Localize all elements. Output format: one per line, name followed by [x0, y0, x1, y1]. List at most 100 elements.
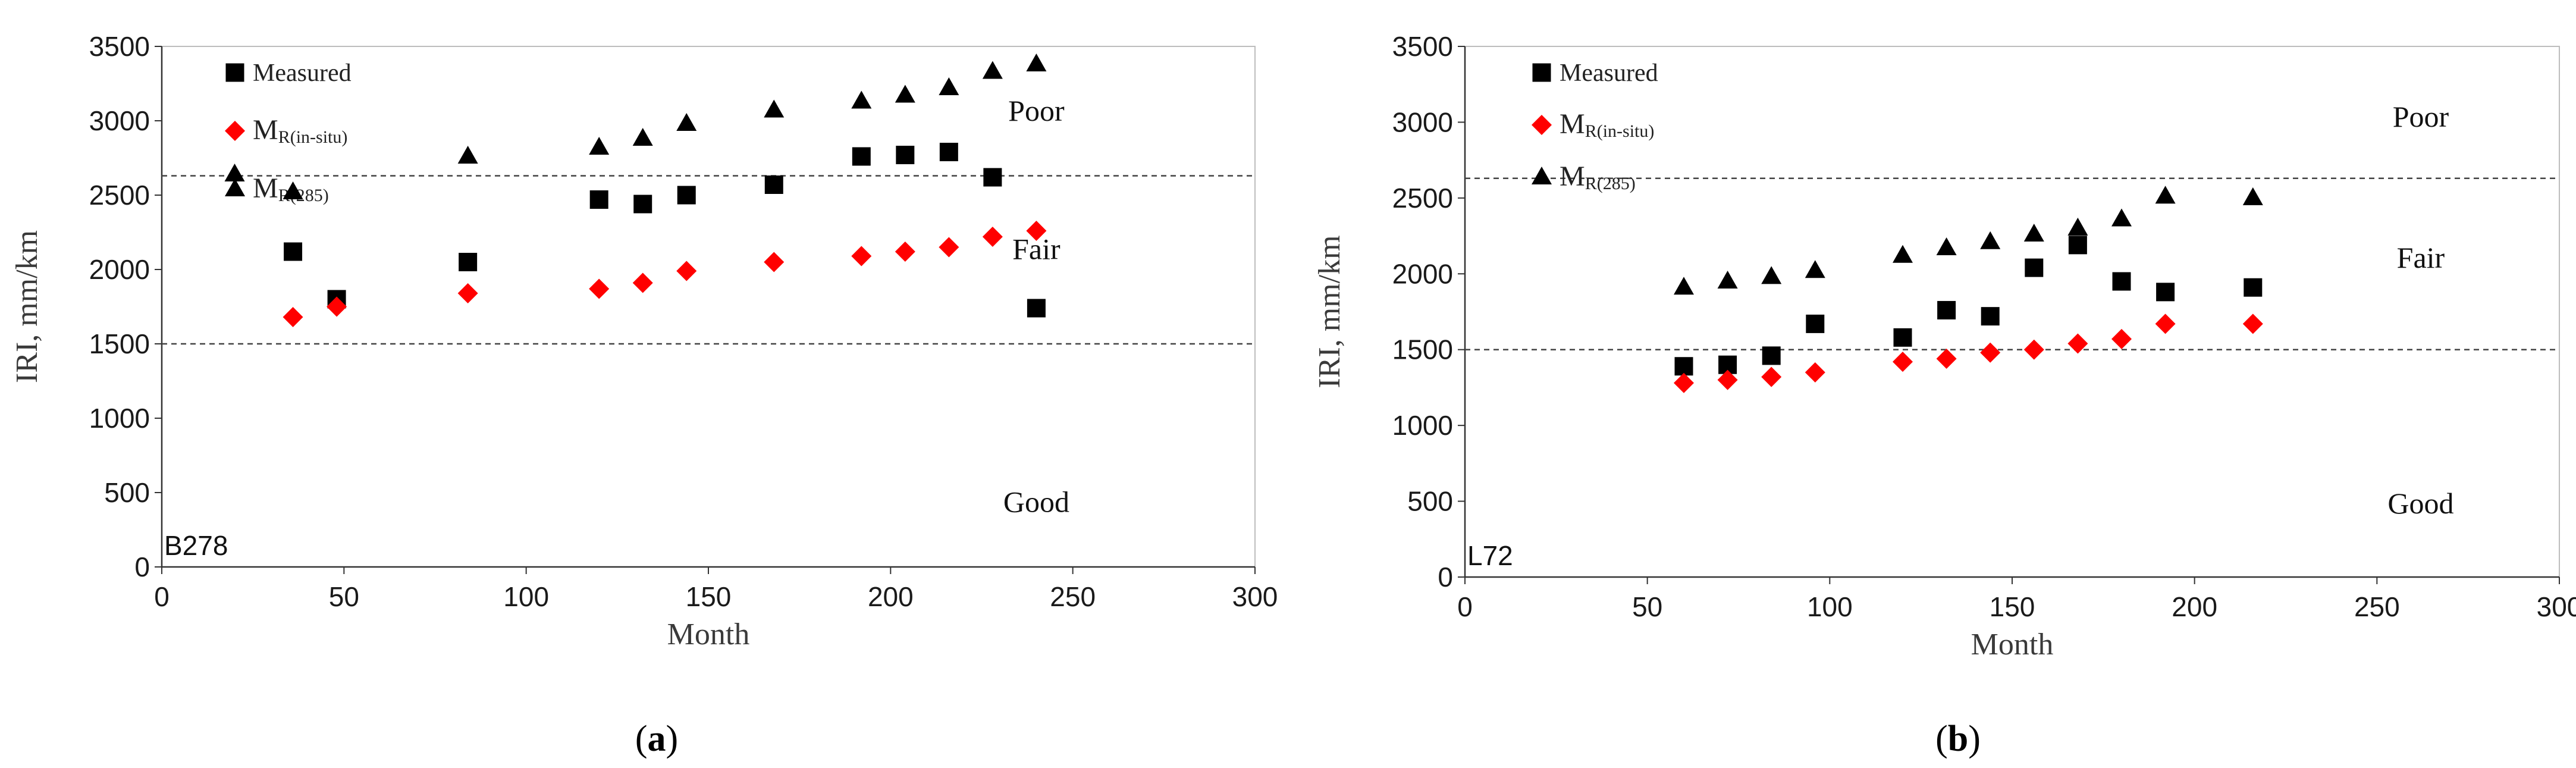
data-point-square: [1806, 314, 1825, 333]
data-point-square: [2068, 236, 2087, 255]
data-point-triangle: [982, 61, 1003, 79]
data-point-triangle: [1980, 231, 2001, 249]
data-point-square: [764, 175, 783, 194]
data-point-square: [1027, 299, 1046, 318]
data-point-square: [459, 253, 478, 271]
data-point-diamond: [327, 296, 347, 317]
data-point-triangle: [1026, 54, 1047, 71]
data-point-square: [2244, 278, 2263, 297]
zone-label-poor: Poor: [2393, 100, 2449, 133]
panel-id-label: B278: [164, 530, 228, 561]
legend: Measured MR(in-situ)M R(285): [1532, 59, 1658, 193]
legend-marker-diamond: [225, 121, 245, 141]
data-point-triangle: [939, 77, 959, 95]
data-point-diamond: [1717, 369, 1738, 390]
data-point-diamond: [2111, 328, 2132, 349]
y-tick-label: 3500: [89, 31, 150, 62]
data-point-triangle: [457, 146, 478, 164]
y-axis-title: IRI, mm/km: [1313, 235, 1347, 388]
legend-entry-label: MR(in-situ): [253, 114, 347, 147]
legend-marker-diamond: [1532, 115, 1552, 135]
data-point-diamond: [1761, 366, 1782, 387]
x-tick-label: 150: [686, 581, 732, 612]
data-point-square: [1893, 328, 1912, 347]
data-point-diamond: [764, 252, 785, 272]
data-point-triangle: [2023, 224, 2044, 242]
x-tick-label: 100: [503, 581, 549, 612]
legend-entry-label: Measured: [1560, 59, 1658, 87]
legend-entry-sub: R(285): [1585, 174, 1636, 193]
y-tick-label: 0: [134, 551, 150, 582]
legend-marker-square: [1532, 63, 1551, 82]
plot-area-frame: [161, 46, 1256, 568]
data-point-triangle: [2242, 187, 2263, 205]
zone-label-good: Good: [1003, 485, 1069, 519]
data-point-square: [2025, 258, 2044, 277]
data-point-diamond: [1674, 372, 1694, 393]
data-point-square: [284, 242, 303, 261]
data-point-diamond: [1026, 221, 1047, 241]
y-tick-label: 500: [104, 477, 150, 508]
y-tick-label: 1500: [89, 328, 150, 359]
legend-entry-label: MR(in-situ): [1560, 108, 1654, 141]
data-point-triangle: [1761, 266, 1782, 284]
data-point-diamond: [632, 272, 653, 293]
y-tick-label: 2000: [1392, 258, 1453, 289]
caption-letter: a: [648, 719, 666, 759]
series-triangle: [224, 54, 1047, 199]
x-axis-title: Month: [1971, 628, 2054, 662]
y-tick-label: 3000: [89, 105, 150, 136]
data-point-square: [939, 143, 958, 161]
series-square: [284, 143, 1046, 318]
data-point-triangle: [589, 137, 610, 155]
caption-close: ): [666, 719, 679, 759]
data-point-diamond: [676, 261, 697, 281]
data-point-diamond: [895, 242, 915, 262]
data-point-triangle: [632, 128, 653, 146]
data-point-square: [852, 147, 871, 166]
x-tick-label: 250: [1050, 581, 1096, 612]
panel-id-label: L72: [1467, 540, 1513, 571]
data-point-triangle: [1717, 271, 1738, 289]
data-point-triangle: [764, 99, 785, 118]
x-tick-label: 50: [329, 581, 359, 612]
legend-marker-square: [225, 63, 244, 82]
data-point-diamond: [982, 227, 1003, 247]
y-tick-label: 500: [1407, 486, 1453, 517]
x-tick-label: 0: [1457, 591, 1473, 622]
data-point-diamond: [457, 283, 478, 303]
data-point-diamond: [2067, 333, 2088, 354]
data-point-triangle: [2111, 208, 2132, 227]
data-point-square: [2112, 272, 2131, 291]
y-tick-label: 2000: [89, 254, 150, 285]
y-tick-label: 0: [1438, 562, 1453, 593]
x-axis-title: Month: [667, 617, 750, 651]
y-tick-label: 1000: [89, 403, 150, 434]
legend-marker-triangle: [1532, 167, 1552, 184]
zone-label-poor: Poor: [1008, 94, 1065, 127]
panel-caption: (a): [635, 719, 678, 759]
data-point-diamond: [2155, 314, 2176, 334]
data-point-diamond: [589, 278, 610, 299]
data-point-triangle: [2067, 217, 2088, 236]
panel-caption: (b): [1935, 719, 1981, 759]
y-tick-label: 2500: [1392, 183, 1453, 214]
y-tick-label: 2500: [89, 180, 150, 211]
data-point-triangle: [895, 84, 915, 103]
caption-open: (: [635, 719, 648, 759]
data-point-diamond: [1936, 349, 1957, 369]
zone-label-fair: Fair: [2397, 241, 2445, 274]
data-point-triangle: [1893, 244, 1913, 263]
chart-panel-b: 0 500 1000 1500 2000 2500 3000 3500 0 50 100 150 200…: [1313, 31, 2576, 759]
data-point-square: [633, 195, 652, 214]
data-point-square: [589, 190, 608, 209]
legend-entry-main: M: [1560, 108, 1585, 140]
data-point-square: [983, 168, 1002, 187]
data-point-square: [677, 186, 696, 205]
series-triangle: [1674, 186, 2263, 295]
y-tick-label: 1500: [1392, 334, 1453, 365]
x-tick-label: 300: [2537, 591, 2576, 622]
series-diamond: [283, 221, 1047, 327]
data-point-triangle: [851, 90, 872, 109]
